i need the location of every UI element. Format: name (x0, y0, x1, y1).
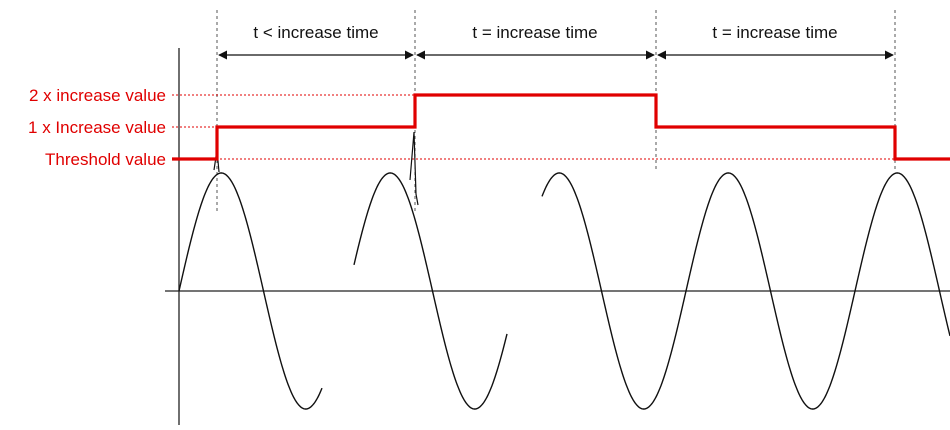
level-guides (172, 94, 950, 160)
waveform-segment-1 (178, 172, 323, 410)
trigger-spikes (213, 131, 419, 206)
sine-waveform (178, 172, 950, 410)
interval-label-1: t < increase time (253, 23, 378, 42)
threshold-step-line (172, 93, 950, 161)
threshold-label: Threshold value (45, 150, 166, 169)
waveform-segment-2 (353, 172, 508, 410)
trigger-spike-2 (409, 131, 419, 206)
single-increase-label: 1 x Increase value (28, 118, 166, 137)
interval-label-2: t = increase time (472, 23, 597, 42)
waveform-segment-3 (541, 172, 950, 410)
double-increase-label: 2 x increase value (29, 86, 166, 105)
interval-label-3: t = increase time (712, 23, 837, 42)
